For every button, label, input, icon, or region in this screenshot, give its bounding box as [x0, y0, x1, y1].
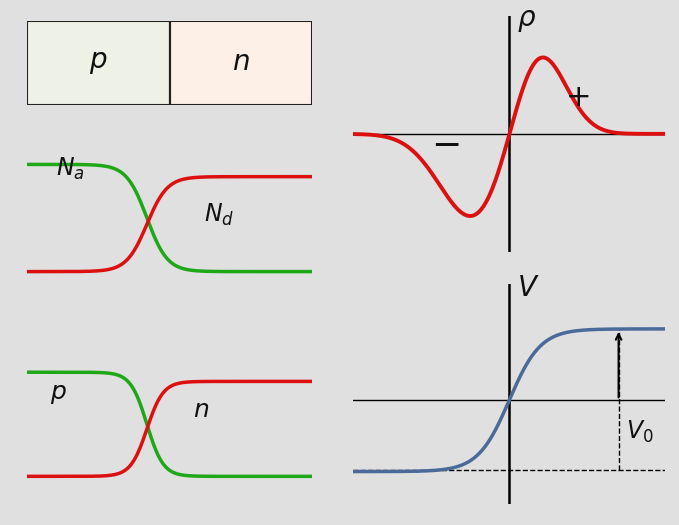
- Text: $n$: $n$: [193, 399, 208, 422]
- Text: $-$: $-$: [431, 127, 460, 161]
- Text: $\rho$: $\rho$: [517, 7, 536, 34]
- Text: $n$: $n$: [232, 49, 250, 77]
- Text: $V_0$: $V_0$: [627, 418, 654, 445]
- Text: $V$: $V$: [517, 276, 540, 302]
- Text: $+$: $+$: [566, 82, 590, 113]
- Text: $N_d$: $N_d$: [204, 202, 234, 227]
- Text: $N_a$: $N_a$: [56, 155, 84, 182]
- Bar: [170, 21, 312, 105]
- Text: $p$: $p$: [89, 49, 108, 77]
- Bar: [27, 21, 170, 105]
- Text: $p$: $p$: [50, 383, 67, 405]
